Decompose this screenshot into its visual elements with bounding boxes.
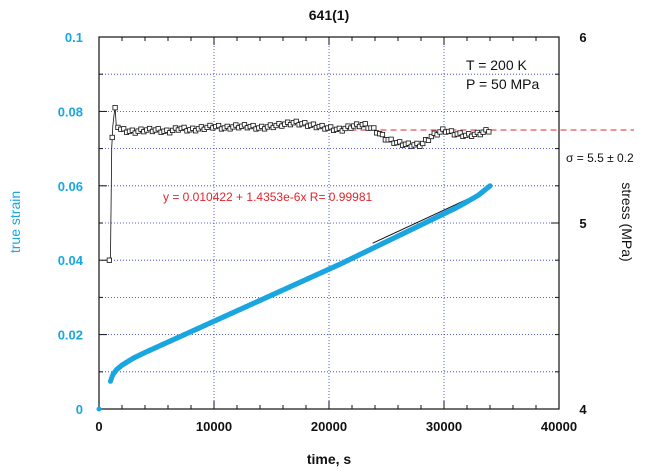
stress-point [215,122,222,129]
x-tick-label: 0 [95,419,102,434]
x-tick-label: 20000 [311,419,347,434]
y-left-tick-label: 0.06 [58,179,83,194]
stress-point [397,139,403,145]
y-right-tick-label: 6 [579,30,586,45]
y-left-axis-label: true strain [7,191,23,253]
chart-title: 641(1) [309,7,349,23]
fit-equation: y = 0.010422 + 1.4353e-6x R= 0.99981 [163,190,372,204]
stress-point [106,257,112,263]
stress-point [302,120,308,126]
grid [99,37,559,409]
stress-point [181,124,187,130]
stress-point [310,121,317,127]
stress-point [379,131,386,138]
stress-point [121,126,127,132]
stress-point [414,140,420,146]
stress-point [434,132,440,138]
stress-point [405,140,411,146]
stress-point [129,127,135,133]
x-axis-label: time, s [307,451,352,467]
stress-point [328,124,334,130]
stress-point [319,122,325,129]
y-left-tick-label: 0.04 [58,253,84,268]
stress-point [371,125,377,131]
stress-point [112,105,118,111]
stress-point [146,125,153,132]
stress-point [457,130,463,136]
stress-point [250,122,256,129]
strain-series [96,183,493,412]
y-left-tick-label: 0.1 [65,30,83,45]
stress-point [164,127,170,133]
strain-point [96,406,102,412]
stress-point [437,129,443,135]
stress-point [336,125,342,131]
stress-point [362,121,368,127]
stress-point [388,136,394,142]
stress-point [440,126,446,132]
stress-point [293,118,299,124]
x-tick-label: 40000 [541,419,577,434]
stress-point [428,133,434,140]
pressure-annotation: P = 50 MPa [466,76,540,92]
y-left-tick-label: 0.08 [58,104,83,119]
y-right-tick-label: 5 [579,216,586,231]
stress-point [241,122,248,128]
temperature-annotation: T = 200 K [466,57,528,73]
stress-point [425,137,432,143]
stress-point [448,128,455,134]
stress-point [109,134,115,141]
sigma-annotation: σ = 5.5 ± 0.2 [566,151,634,165]
y-left-tick-label: 0.02 [58,328,83,343]
stress-point [420,140,426,147]
stress-point [155,126,161,132]
y-right-axis-label: stress (MPa) [619,182,635,261]
tick-labels: 0 10000 20000 30000 40000 0 0.02 0.04 0.06 0.08 0.… [58,30,588,434]
x-tick-label: 30000 [426,419,462,434]
strain-point [487,183,493,189]
y-left-tick-label: 0 [76,402,83,417]
stress-series [106,105,492,263]
stress-point [486,129,492,135]
stress-point [233,122,239,128]
tick-marks [98,36,560,410]
x-tick-label: 10000 [196,419,232,434]
stress-point [417,143,423,149]
y-right-tick-label: 4 [579,402,587,417]
